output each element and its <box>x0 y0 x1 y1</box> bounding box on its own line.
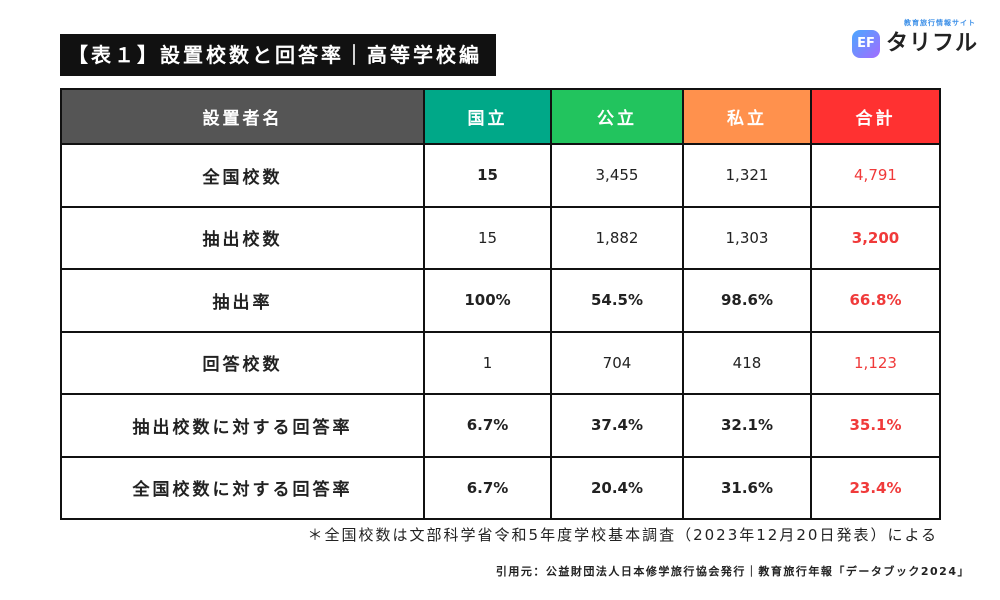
table-cell: 98.6% <box>682 268 812 333</box>
table-row: 全国校数に対する回答率 6.7% 20.4% 31.6% 23.4% <box>60 455 941 520</box>
column-header: 国立 <box>423 88 552 145</box>
table-cell: 6.7% <box>423 455 552 520</box>
table-row: 抽出校数 15 1,882 1,303 3,200 <box>60 205 941 270</box>
table-cell: 704 <box>550 330 684 395</box>
row-label: 抽出校数 <box>60 205 425 270</box>
table-cell: 1 <box>423 330 552 395</box>
table-cell: 100% <box>423 268 552 333</box>
data-table: 設置者名 国立 公立 私立 合計 全国校数 15 3,455 1,321 4,791 抽出校数 15… <box>60 88 941 520</box>
logo[interactable]: 教育旅行情報サイト EF タリフル <box>852 18 992 58</box>
row-label: 全国校数 <box>60 143 425 208</box>
column-header: 合計 <box>810 88 941 145</box>
logo-row: EF タリフル <box>852 30 978 58</box>
table-cell: 54.5% <box>550 268 684 333</box>
table-cell: 37.4% <box>550 393 684 458</box>
row-label: 抽出校数に対する回答率 <box>60 393 425 458</box>
table-row: 回答校数 1 704 418 1,123 <box>60 330 941 395</box>
row-label: 抽出率 <box>60 268 425 333</box>
column-header: 公立 <box>550 88 684 145</box>
page-title: 【表１】設置校数と回答率｜高等学校編 <box>60 34 496 76</box>
table-row: 抽出率 100% 54.5% 98.6% 66.8% <box>60 268 941 333</box>
table-cell: 1,321 <box>682 143 812 208</box>
table-cell: 35.1% <box>810 393 941 458</box>
table-cell: 15 <box>423 205 552 270</box>
table-cell: 66.8% <box>810 268 941 333</box>
footnote: ＊全国校数は文部科学省令和5年度学校基本調査（2023年12月20日発表）による <box>307 526 938 544</box>
column-header: 私立 <box>682 88 812 145</box>
table-cell: 20.4% <box>550 455 684 520</box>
table-cell: 23.4% <box>810 455 941 520</box>
table-cell: 1,123 <box>810 330 941 395</box>
table-cell: 3,200 <box>810 205 941 270</box>
table-cell: 6.7% <box>423 393 552 458</box>
table-row: 抽出校数に対する回答率 6.7% 37.4% 32.1% 35.1% <box>60 393 941 458</box>
table-cell: 32.1% <box>682 393 812 458</box>
source-citation: 引用元：公益財団法人日本修学旅行協会発行｜教育旅行年報「データブック2024」 <box>495 565 970 578</box>
row-label: 全国校数に対する回答率 <box>60 455 425 520</box>
logo-bubble-icon: EF <box>852 30 880 58</box>
table-cell: 4,791 <box>810 143 941 208</box>
row-label: 回答校数 <box>60 330 425 395</box>
logo-name: タリフル <box>886 31 979 56</box>
table-cell: 31.6% <box>682 455 812 520</box>
table-row: 全国校数 15 3,455 1,321 4,791 <box>60 143 941 208</box>
logo-tagline: 教育旅行情報サイト <box>904 19 976 27</box>
header-row: 設置者名 国立 公立 私立 合計 <box>60 88 941 145</box>
table-cell: 418 <box>682 330 812 395</box>
table-cell: 1,882 <box>550 205 684 270</box>
table-cell: 15 <box>423 143 552 208</box>
table-cell: 1,303 <box>682 205 812 270</box>
column-header: 設置者名 <box>60 88 425 145</box>
table-cell: 3,455 <box>550 143 684 208</box>
